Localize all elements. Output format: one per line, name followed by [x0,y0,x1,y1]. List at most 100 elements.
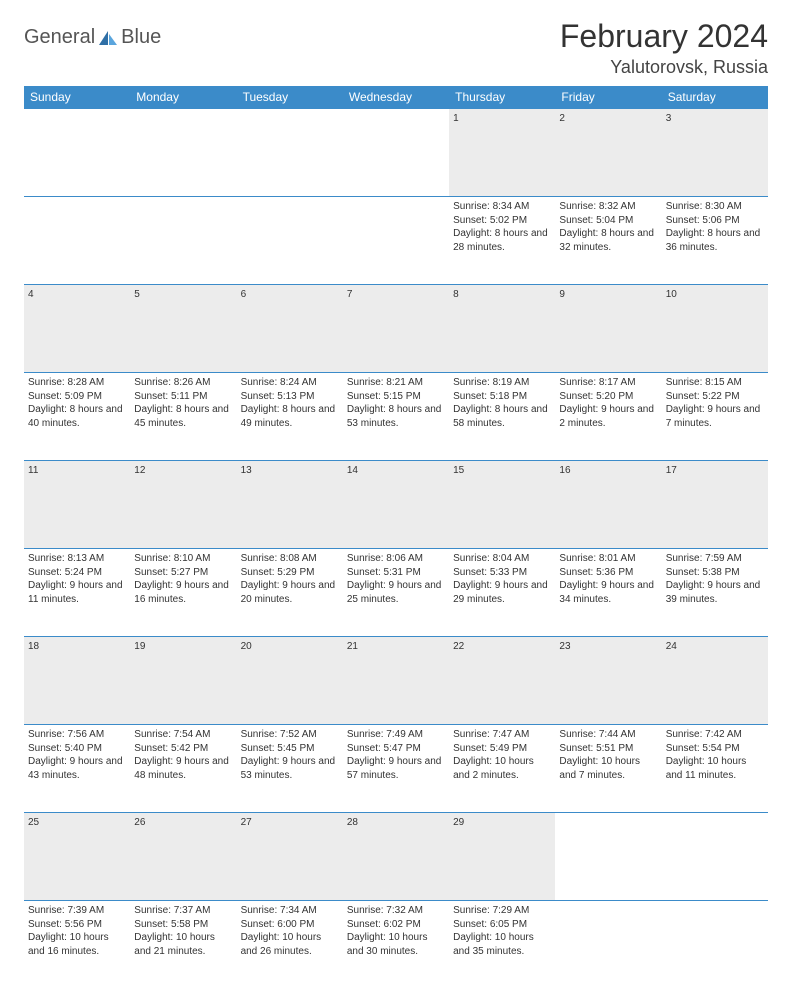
daynum-row: 11121314151617 [24,461,768,549]
day-cell: Sunrise: 8:10 AMSunset: 5:27 PMDaylight:… [130,549,236,637]
daylight-text: Daylight: 10 hours and 30 minutes. [347,931,445,958]
daylight-text: Daylight: 9 hours and 7 minutes. [666,403,764,430]
sunrise-text: Sunrise: 7:32 AM [347,904,445,918]
dayname-row: SundayMondayTuesdayWednesdayThursdayFrid… [24,86,768,109]
calendar-table: SundayMondayTuesdayWednesdayThursdayFrid… [24,86,768,989]
day-cell [343,197,449,285]
day-number: 7 [343,285,449,373]
daylight-text: Daylight: 8 hours and 45 minutes. [134,403,232,430]
day-number [343,109,449,197]
sunset-text: Sunset: 5:36 PM [559,566,657,580]
sunset-text: Sunset: 5:11 PM [134,390,232,404]
day-number [662,813,768,901]
sunrise-text: Sunrise: 8:17 AM [559,376,657,390]
daylight-text: Daylight: 8 hours and 49 minutes. [241,403,339,430]
daylight-text: Daylight: 10 hours and 11 minutes. [666,755,764,782]
sunrise-text: Sunrise: 7:29 AM [453,904,551,918]
day-number: 14 [343,461,449,549]
day-number: 25 [24,813,130,901]
sunrise-text: Sunrise: 8:30 AM [666,200,764,214]
sunset-text: Sunset: 5:56 PM [28,918,126,932]
daylight-text: Daylight: 9 hours and 16 minutes. [134,579,232,606]
daylight-text: Daylight: 9 hours and 25 minutes. [347,579,445,606]
dayname-header: Sunday [24,86,130,109]
sunset-text: Sunset: 6:00 PM [241,918,339,932]
sunset-text: Sunset: 6:02 PM [347,918,445,932]
sunrise-text: Sunrise: 8:08 AM [241,552,339,566]
daylight-text: Daylight: 9 hours and 34 minutes. [559,579,657,606]
day-cell: Sunrise: 7:37 AMSunset: 5:58 PMDaylight:… [130,901,236,989]
sunrise-text: Sunrise: 8:34 AM [453,200,551,214]
day-cell: Sunrise: 7:42 AMSunset: 5:54 PMDaylight:… [662,725,768,813]
sunrise-text: Sunrise: 7:47 AM [453,728,551,742]
day-cell: Sunrise: 8:13 AMSunset: 5:24 PMDaylight:… [24,549,130,637]
logo-sail-icon [97,29,119,47]
day-cell: Sunrise: 8:19 AMSunset: 5:18 PMDaylight:… [449,373,555,461]
daylight-text: Daylight: 10 hours and 21 minutes. [134,931,232,958]
sunrise-text: Sunrise: 8:28 AM [28,376,126,390]
sunset-text: Sunset: 5:24 PM [28,566,126,580]
day-cell: Sunrise: 8:21 AMSunset: 5:15 PMDaylight:… [343,373,449,461]
sunset-text: Sunset: 6:05 PM [453,918,551,932]
dayname-header: Friday [555,86,661,109]
day-number: 27 [237,813,343,901]
day-cell: Sunrise: 7:59 AMSunset: 5:38 PMDaylight:… [662,549,768,637]
day-number: 26 [130,813,236,901]
day-number: 21 [343,637,449,725]
sunset-text: Sunset: 5:49 PM [453,742,551,756]
day-content-row: Sunrise: 7:39 AMSunset: 5:56 PM Daylight:… [24,901,768,989]
day-cell: Sunrise: 8:28 AMSunset: 5:09 PMDaylight:… [24,373,130,461]
daynum-row: 18192021222324 [24,637,768,725]
sunset-text: Sunset: 5:31 PM [347,566,445,580]
day-number: 1 [449,109,555,197]
dayname-header: Monday [130,86,236,109]
logo-text-1: General [24,26,95,49]
sunrise-text: Sunrise: 7:56 AM [28,728,126,742]
sunset-text: Sunset: 5:33 PM [453,566,551,580]
daylight-text: Daylight: 9 hours and 39 minutes. [666,579,764,606]
daylight-text: Daylight: 9 hours and 20 minutes. [241,579,339,606]
day-cell: Sunrise: 7:29 AMSunset: 6:05 PMDaylight:… [449,901,555,989]
day-number: 11 [24,461,130,549]
sunrise-text: Sunrise: 7:39 AM [28,904,126,918]
daylight-text: Daylight: 8 hours and 28 minutes. [453,227,551,254]
daynum-row: 2526272829 [24,813,768,901]
header: General Blue February 2024 Yalutorovsk, … [24,18,768,78]
day-cell: Sunrise: 8:32 AMSunset: 5:04 PMDaylight:… [555,197,661,285]
daylight-text: Daylight: 10 hours and 2 minutes. [453,755,551,782]
day-content-row: Sunrise: 8:28 AMSunset: 5:09 PMDaylight:… [24,373,768,461]
day-cell: Sunrise: 8:01 AMSunset: 5:36 PMDaylight:… [555,549,661,637]
daynum-row: 123 [24,109,768,197]
sunrise-text: Sunrise: 8:15 AM [666,376,764,390]
daylight-text: Daylight: 10 hours and 35 minutes. [453,931,551,958]
day-cell: Sunrise: 8:26 AMSunset: 5:11 PMDaylight:… [130,373,236,461]
sunset-text: Sunset: 5:09 PM [28,390,126,404]
day-number: 8 [449,285,555,373]
sunrise-text: Sunrise: 7:42 AM [666,728,764,742]
daylight-text: Daylight: 8 hours and 40 minutes. [28,403,126,430]
day-cell: Sunrise: 8:34 AMSunset: 5:02 PMDaylight:… [449,197,555,285]
month-title: February 2024 [560,18,768,55]
dayname-header: Tuesday [237,86,343,109]
daynum-row: 45678910 [24,285,768,373]
day-number: 29 [449,813,555,901]
day-number: 6 [237,285,343,373]
sunset-text: Sunset: 5:54 PM [666,742,764,756]
sunrise-text: Sunrise: 8:24 AM [241,376,339,390]
day-number: 10 [662,285,768,373]
daylight-text: Daylight: 10 hours and 7 minutes. [559,755,657,782]
day-number: 24 [662,637,768,725]
day-cell: Sunrise: 7:49 AMSunset: 5:47 PMDaylight:… [343,725,449,813]
sunset-text: Sunset: 5:29 PM [241,566,339,580]
day-number: 16 [555,461,661,549]
sunset-text: Sunset: 5:22 PM [666,390,764,404]
sunset-text: Sunset: 5:38 PM [666,566,764,580]
day-number [555,813,661,901]
sunrise-text: Sunrise: 7:37 AM [134,904,232,918]
daylight-text: Daylight: 8 hours and 53 minutes. [347,403,445,430]
day-cell: Sunrise: 8:17 AMSunset: 5:20 PMDaylight:… [555,373,661,461]
day-cell: Sunrise: 7:34 AMSunset: 6:00 PMDaylight:… [237,901,343,989]
day-cell: Sunrise: 8:04 AMSunset: 5:33 PMDaylight:… [449,549,555,637]
daylight-text: Daylight: 9 hours and 57 minutes. [347,755,445,782]
sunset-text: Sunset: 5:42 PM [134,742,232,756]
